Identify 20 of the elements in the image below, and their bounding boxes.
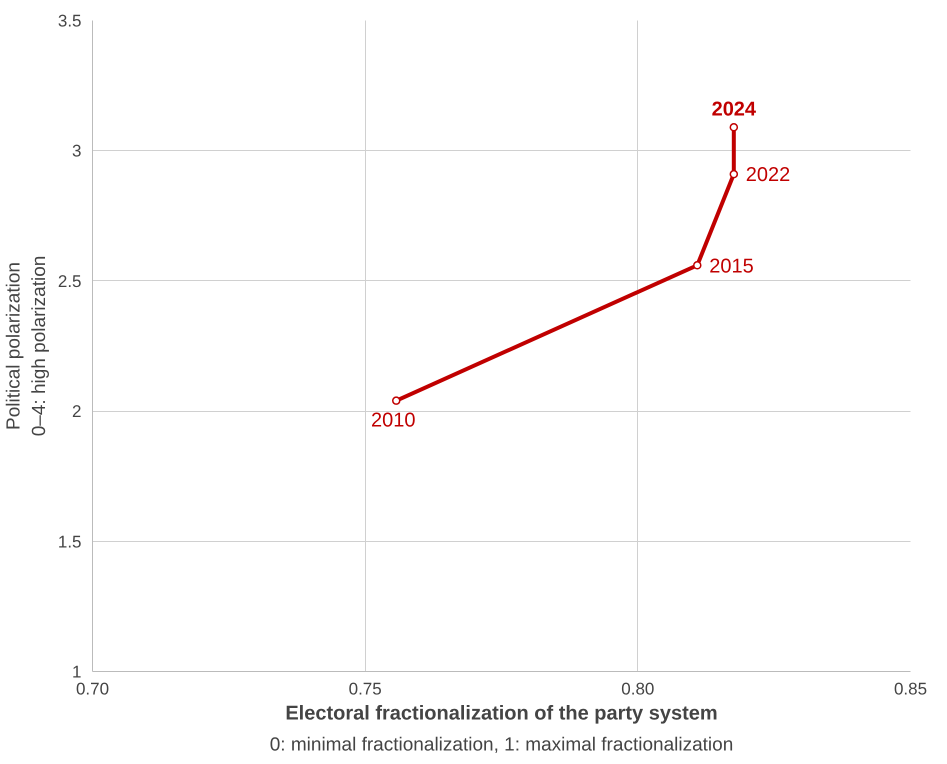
- x-tick-label: 0.70: [76, 680, 110, 698]
- point: [730, 123, 738, 132]
- annotation: 2024: [712, 98, 757, 120]
- text: Electoral fractionalization of the party system 0: minimal fractionalization, 1: maximal fractionalization: [270, 702, 734, 756]
- y-tick-label: 3: [72, 142, 82, 161]
- point: [392, 396, 400, 405]
- y-tick-label: 3.5: [58, 12, 82, 30]
- y-tick-label: 1: [72, 662, 82, 682]
- x-tick-label: 0.75: [348, 680, 382, 698]
- y-tick-label: 2: [72, 402, 82, 422]
- annotation: 2022: [746, 164, 790, 186]
- y-axis-title: Political polarization 0–4: high polarization: [4, 256, 50, 436]
- point: [693, 261, 702, 270]
- x-tick-label: 0.80: [621, 680, 654, 698]
- y-tick-label: 2.5: [58, 272, 82, 291]
- point: [730, 170, 738, 178]
- annotation: 2010: [371, 410, 416, 432]
- annotation: 2015: [709, 255, 754, 278]
- x-tick-label: 0.85: [894, 680, 928, 698]
- y-tick-label: 1.5: [58, 532, 82, 552]
